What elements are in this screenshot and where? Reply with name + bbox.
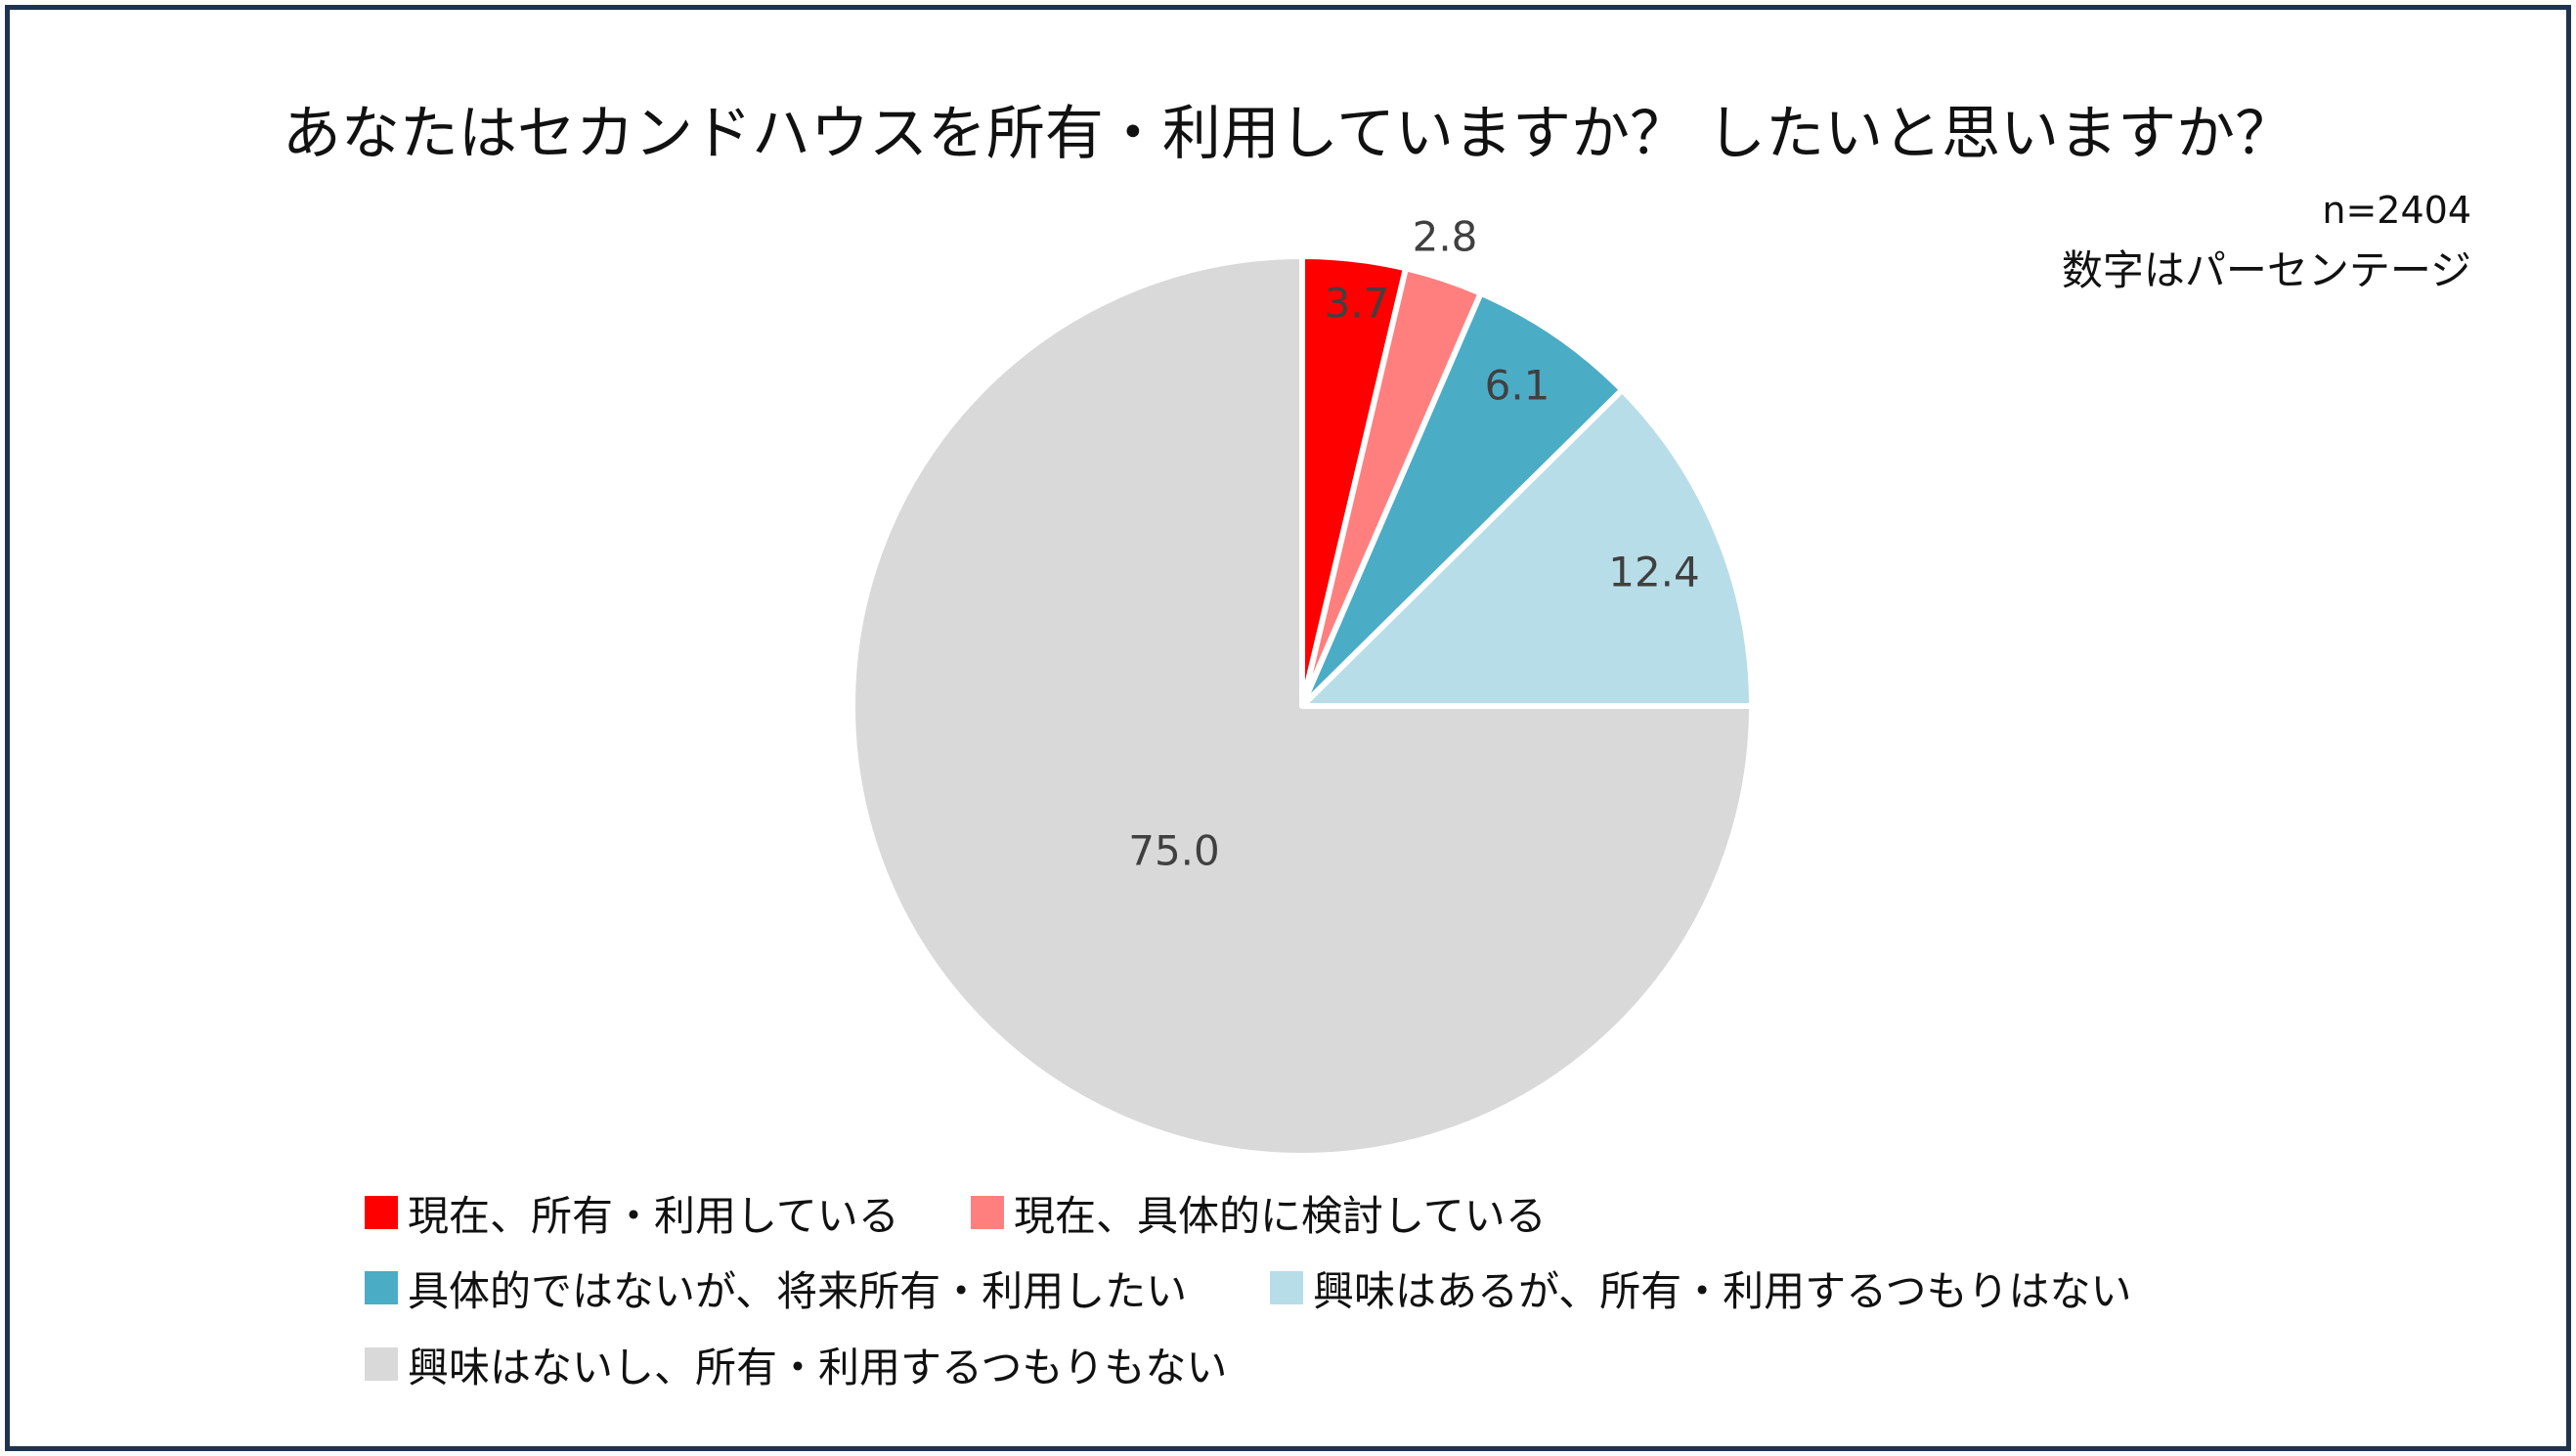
legend-label: 興味はないし、所有・利用するつもりもない — [408, 1343, 1228, 1391]
legend-item-considering: 現在、具体的に検討している — [971, 1188, 1547, 1240]
legend-swatch — [971, 1196, 1004, 1229]
chart-title: あなたはセカンドハウスを所有・利用していますか？ したいと思いますか？ — [282, 100, 2294, 168]
slice-interested-no-plan — [1299, 386, 1755, 709]
unit-note: 数字はパーセンテージ — [2061, 246, 2471, 294]
legend-item-interested-no-plan: 興味はあるが、所有・利用するつもりはない — [1270, 1263, 2131, 1315]
legend-label: 現在、具体的に検討している — [1014, 1191, 1547, 1240]
data-label-interested-no-plan: 12.4 — [1608, 549, 1700, 596]
legend-item-owning: 現在、所有・利用している — [365, 1188, 899, 1240]
slice-future — [1299, 289, 1626, 709]
data-label-not-interested: 75.0 — [1128, 827, 1220, 875]
pie-slices — [850, 253, 1755, 1159]
legend-label: 興味はあるが、所有・利用するつもりはない — [1313, 1266, 2132, 1315]
legend-label: 具体的ではないが、将来所有・利用したい — [408, 1266, 1188, 1315]
sample-size-note: n=2404 — [2322, 189, 2471, 232]
slice-not-interested — [850, 253, 1755, 1159]
data-label-considering: 2.8 — [1413, 213, 1478, 261]
legend-item-not-interested: 興味はないし、所有・利用するつもりもない — [365, 1340, 1227, 1391]
legend-swatch — [1270, 1271, 1303, 1304]
data-label-future: 6.1 — [1485, 362, 1550, 410]
data-label-owning: 3.7 — [1325, 280, 1390, 328]
legend-swatch — [365, 1196, 398, 1229]
legend-label: 現在、所有・利用している — [408, 1191, 899, 1240]
pie-data-labels: 3.7 2.8 6.1 12.4 75.0 — [1128, 213, 1700, 875]
legend-swatch — [365, 1271, 398, 1304]
legend-swatch — [365, 1347, 398, 1381]
legend-item-future: 具体的ではないが、将来所有・利用したい — [365, 1263, 1187, 1315]
